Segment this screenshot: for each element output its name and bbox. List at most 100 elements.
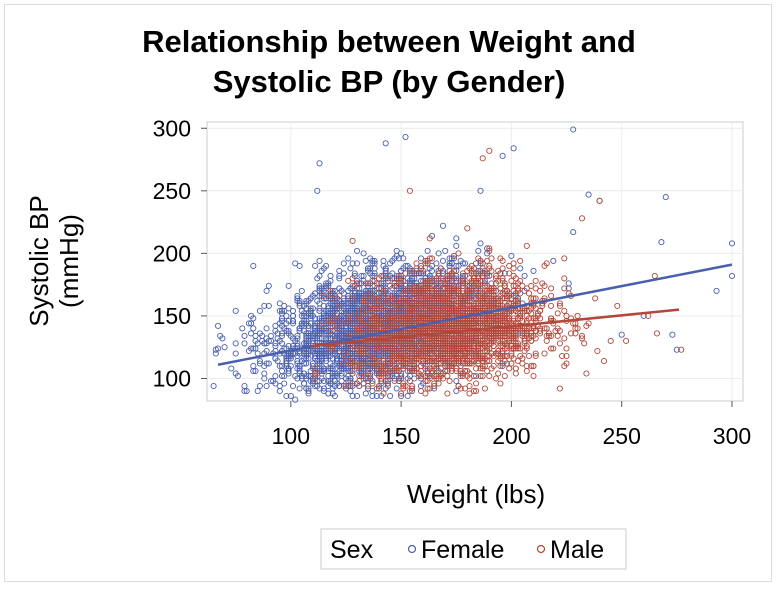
data-point — [424, 357, 431, 365]
data-point — [422, 280, 429, 287]
data-point — [470, 372, 477, 380]
data-point — [309, 337, 316, 344]
data-point — [382, 265, 389, 272]
data-point — [358, 280, 365, 287]
data-point — [437, 372, 444, 380]
data-point — [486, 332, 493, 339]
data-point — [340, 362, 347, 370]
data-point — [382, 300, 389, 307]
data-point — [349, 370, 356, 377]
data-point — [316, 282, 323, 289]
data-point — [523, 242, 530, 249]
data-point — [384, 382, 391, 390]
data-point — [329, 317, 336, 324]
data-point — [318, 325, 325, 332]
data-point — [263, 347, 270, 355]
data-point — [316, 305, 323, 312]
data-point — [285, 352, 292, 360]
data-point — [455, 287, 462, 294]
data-point — [287, 332, 294, 339]
data-point — [517, 277, 524, 284]
data-point — [349, 237, 356, 244]
data-point — [356, 360, 363, 367]
data-point — [519, 360, 526, 367]
data-point — [503, 310, 511, 317]
data-point — [389, 365, 396, 372]
data-point — [349, 360, 356, 367]
data-point — [314, 357, 321, 365]
data-point — [519, 327, 526, 334]
data-point — [508, 350, 515, 357]
data-point — [453, 277, 460, 284]
data-point — [329, 385, 336, 392]
data-point — [400, 355, 407, 362]
data-point — [296, 367, 303, 375]
data-point — [459, 372, 466, 380]
data-point — [384, 360, 391, 367]
data-point — [345, 300, 352, 307]
data-point — [387, 260, 394, 267]
data-point — [349, 382, 356, 390]
data-point — [232, 340, 239, 347]
data-point — [378, 347, 385, 355]
data-point — [356, 312, 363, 319]
data-point — [406, 377, 413, 385]
data-point — [287, 392, 294, 400]
data-point — [362, 342, 369, 350]
data-point — [499, 347, 506, 355]
data-point — [278, 330, 286, 337]
data-point — [263, 325, 270, 332]
data-point — [475, 272, 482, 279]
data-point — [426, 292, 433, 299]
data-point — [561, 307, 568, 314]
data-point — [351, 312, 358, 319]
data-point — [298, 287, 305, 294]
data-point — [325, 327, 332, 334]
data-point — [329, 345, 336, 352]
data-point — [318, 322, 325, 329]
data-point — [340, 270, 347, 277]
data-point — [506, 292, 513, 299]
data-point — [495, 312, 502, 319]
data-point — [364, 360, 372, 367]
data-point — [406, 310, 413, 317]
data-point — [382, 140, 389, 147]
data-point — [417, 312, 425, 319]
data-point — [369, 307, 376, 314]
data-point — [468, 357, 475, 365]
data-point — [607, 337, 614, 344]
data-point — [241, 332, 248, 339]
data-point — [510, 337, 517, 344]
data-point — [422, 260, 429, 267]
data-point — [541, 282, 548, 289]
data-point — [254, 387, 261, 395]
data-point — [347, 265, 354, 272]
data-point — [314, 370, 321, 377]
data-point — [329, 287, 336, 294]
data-point — [248, 312, 255, 319]
data-point — [278, 367, 286, 375]
data-point — [431, 347, 438, 355]
data-point — [369, 260, 376, 267]
data-point — [448, 272, 455, 279]
data-point — [272, 372, 279, 380]
data-point — [325, 377, 332, 385]
data-point — [294, 295, 301, 302]
data-point — [342, 382, 350, 390]
data-point — [424, 297, 431, 304]
data-point — [320, 292, 327, 299]
data-point — [345, 287, 352, 294]
data-point — [486, 290, 493, 297]
data-point — [525, 325, 533, 332]
data-point — [214, 322, 222, 329]
data-point — [453, 275, 460, 282]
data-point — [398, 392, 405, 400]
data-point — [349, 260, 356, 267]
data-point — [389, 367, 396, 375]
data-point — [320, 365, 327, 372]
data-point — [364, 265, 372, 272]
data-point — [406, 387, 413, 395]
data-point — [484, 367, 491, 375]
data-point — [367, 292, 374, 299]
data-point — [462, 260, 469, 267]
